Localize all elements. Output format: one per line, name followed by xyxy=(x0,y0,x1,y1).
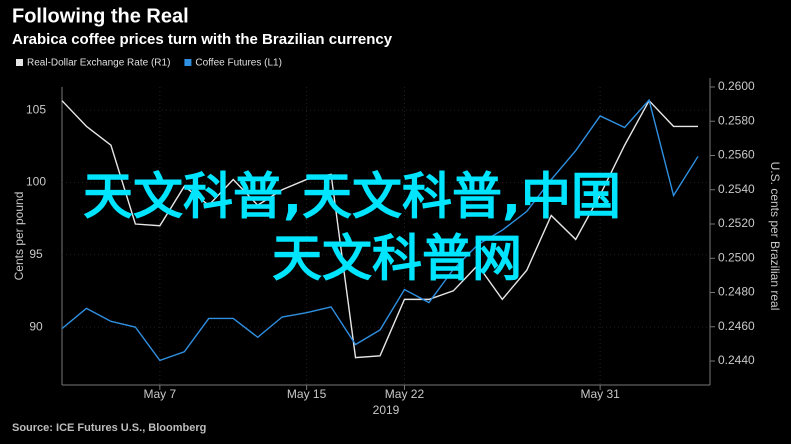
y2-tick-label: 0.2600 xyxy=(718,79,755,93)
series-line xyxy=(61,99,698,359)
y2-axis-label: U.S. cents per Brazilian real xyxy=(768,162,782,311)
series-line xyxy=(61,98,699,362)
watermark: 天文科普网 xyxy=(272,230,522,288)
legend-swatch xyxy=(16,59,23,66)
x-tick-label: May 15 xyxy=(287,387,327,401)
x-tick-label: May 22 xyxy=(385,387,425,401)
chart-subtitle: Arabica coffee prices turn with the Braz… xyxy=(12,31,393,48)
y2-tick-label: 0.2480 xyxy=(718,285,755,299)
y2-tick-label: 0.2540 xyxy=(718,182,755,196)
y-tick-label: 105 xyxy=(26,102,46,116)
source: Source: ICE Futures U.S., Bloomberg xyxy=(12,422,206,434)
y2-tick-label: 0.2560 xyxy=(718,148,755,162)
y2-tick-label: 0.2500 xyxy=(718,250,755,264)
chart-title: Following the Real xyxy=(12,5,189,27)
y-axis-label: Cents per pound xyxy=(12,192,26,281)
watermark: 天文科普,天文科普,中国 xyxy=(83,168,621,226)
x-tick-label: May 31 xyxy=(580,387,620,401)
y2-tick-label: 0.2440 xyxy=(718,353,755,367)
x-axis-label: 2019 xyxy=(373,403,400,417)
y-tick-label: 95 xyxy=(29,247,43,261)
y2-tick-label: 0.2460 xyxy=(718,319,755,333)
legend-label: Real-Dollar Exchange Rate (R1) xyxy=(27,58,170,69)
legend-swatch xyxy=(184,59,192,66)
y2-tick-label: 0.2520 xyxy=(718,216,755,230)
y-tick-label: 100 xyxy=(26,175,46,189)
legend-label: Coffee Futures (L1) xyxy=(195,58,282,69)
y-tick-label: 90 xyxy=(29,319,43,333)
y2-tick-label: 0.2580 xyxy=(718,113,755,127)
x-tick-label: May 7 xyxy=(144,387,177,401)
